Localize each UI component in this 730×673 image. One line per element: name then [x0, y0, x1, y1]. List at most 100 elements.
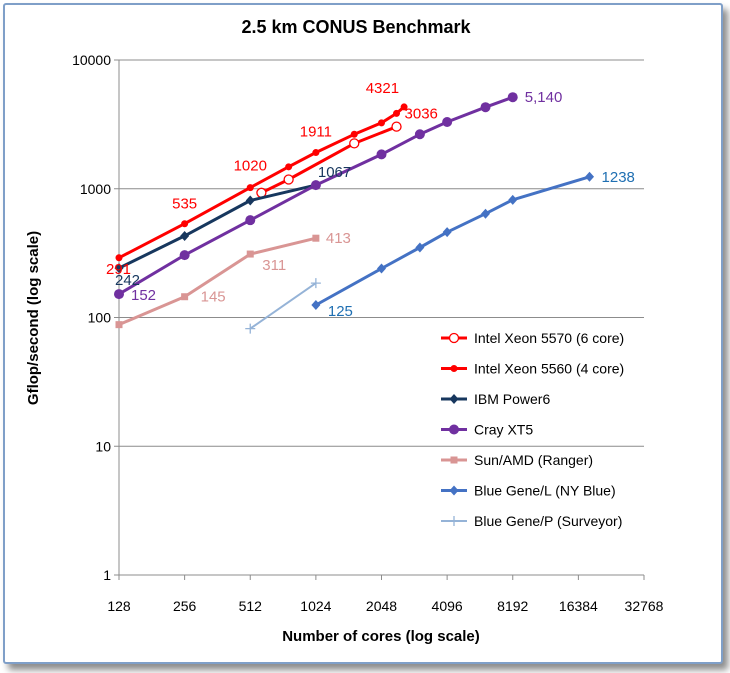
series-layer: [114, 92, 595, 334]
data-point-xeon5560: [246, 184, 254, 192]
data-point-power6: [245, 195, 255, 206]
y-tick-label: 10: [95, 438, 111, 454]
data-point-xeon5560: [312, 149, 320, 157]
legend-swatch-marker: [449, 424, 459, 435]
legend-item-xeon5560: Intel Xeon 5560 (4 core): [441, 361, 624, 377]
x-tick-label: 128: [107, 598, 131, 614]
data-label: 1238: [602, 169, 635, 186]
legend-swatch-marker: [449, 394, 459, 404]
legend: Intel Xeon 5570 (6 core) Intel Xeon 5560 …: [441, 330, 624, 529]
data-point-xeon5560: [350, 130, 358, 138]
legend-item-xeon5570: Intel Xeon 5570 (6 core): [441, 330, 624, 346]
data-point-xeon5560: [378, 119, 385, 127]
legend-item-ranger: Sun/AMD (Ranger): [441, 452, 593, 468]
y-tick-label: 1: [103, 567, 111, 583]
series-crayxt5: [114, 92, 518, 300]
data-point-power6: [114, 263, 124, 274]
gridlines: [119, 59, 644, 447]
x-tick-label: 256: [173, 598, 197, 614]
series-line-bgp: [249, 282, 317, 330]
data-label: 1020: [234, 158, 267, 175]
legend-label: Sun/AMD (Ranger): [474, 452, 593, 468]
series-line-power6: [118, 183, 317, 270]
data-label: 1067: [318, 164, 351, 181]
series-ranger: [115, 234, 320, 329]
legend-item-bgl: Blue Gene/L (NY Blue): [441, 483, 616, 499]
legend-item-power6: IBM Power6: [441, 391, 550, 407]
legend-item-crayxt5: Cray XT5: [441, 422, 533, 438]
series-bgl: [311, 171, 595, 311]
data-point-power6: [180, 230, 190, 241]
series-bgp: [245, 278, 321, 334]
data-point-bgp: [310, 278, 321, 289]
x-tick-label: 512: [239, 598, 263, 614]
legend-label: Intel Xeon 5560 (4 core): [474, 361, 624, 377]
y-tick-label: 100: [88, 310, 112, 326]
data-point-crayxt5: [414, 129, 425, 140]
data-point-ranger: [115, 321, 123, 329]
legend-swatch-marker: [448, 332, 460, 344]
legend-swatch-marker: [449, 485, 459, 496]
legend-label: Blue Gene/P (Surveyor): [474, 513, 622, 529]
data-point-bgl: [377, 263, 386, 274]
legend-label: IBM Power6: [474, 391, 550, 407]
series-line-ranger: [118, 236, 317, 326]
data-labels: 3036 291 535 1020 1911 4321 242 1067 152 5,140 145…: [106, 80, 635, 320]
legend-swatch-marker: [450, 365, 458, 372]
data-point-bgp: [245, 323, 256, 334]
y-tick-label: 10000: [72, 52, 111, 68]
data-point-bgl: [481, 208, 491, 219]
data-point-xeon5560: [115, 254, 123, 262]
data-point-xeon5560: [181, 220, 189, 228]
series-xeon5560: [115, 103, 408, 262]
legend-label: Blue Gene/L (NY Blue): [474, 483, 616, 499]
legend-label: Intel Xeon 5570 (6 core): [474, 330, 624, 346]
data-label: 291: [106, 261, 131, 278]
data-point-crayxt5: [376, 149, 387, 160]
data-point-xeon5560: [393, 109, 401, 117]
legend-swatch-marker: [449, 516, 459, 526]
data-point-xeon5560: [400, 103, 408, 111]
y-tick-label: 1000: [80, 181, 111, 197]
y-axis-title: Gflop/second (log scale): [25, 231, 42, 405]
series-line-xeon5560: [118, 105, 406, 260]
chart-frame: [3, 3, 723, 664]
data-label: 413: [326, 230, 351, 247]
x-tick-label: 4096: [432, 598, 463, 614]
data-point-xeon5560: [285, 163, 293, 171]
data-point-ranger: [181, 293, 189, 301]
data-point-xeon5570: [391, 121, 402, 132]
data-point-crayxt5: [442, 116, 453, 127]
data-point-bgl: [442, 227, 452, 238]
x-tick-label: 1024: [300, 598, 331, 614]
data-point-bgl: [415, 242, 425, 253]
x-tick-label: 32768: [625, 598, 664, 614]
data-point-bgl: [311, 300, 321, 311]
legend-label: Cray XT5: [474, 422, 533, 438]
data-point-bgl: [585, 171, 595, 182]
axes: 1 10 100 1000 10000 128 256 512 1024 2048 4096 8192…: [72, 52, 664, 614]
data-point-xeon5570: [283, 174, 294, 185]
x-tick-label: 16384: [559, 598, 598, 614]
data-label: 5,140: [525, 89, 563, 106]
series-power6: [114, 180, 321, 274]
x-tick-label: 8192: [497, 598, 528, 614]
data-label: 242: [115, 272, 140, 289]
legend-item-bgp: Blue Gene/P (Surveyor): [441, 513, 622, 529]
data-label: 145: [201, 289, 226, 306]
data-point-bgl: [508, 194, 518, 205]
data-label: 1911: [300, 124, 332, 141]
data-point-crayxt5: [245, 215, 256, 226]
x-tick-label: 2048: [366, 598, 397, 614]
data-label: 311: [262, 257, 286, 274]
data-point-ranger: [246, 250, 254, 258]
data-point-crayxt5: [507, 92, 518, 103]
series-line-xeon5570: [260, 125, 398, 195]
data-point-crayxt5: [114, 289, 124, 300]
data-label: 535: [172, 196, 197, 213]
data-label: 3036: [405, 106, 438, 123]
chart-title: 2.5 km CONUS Benchmark: [241, 17, 471, 37]
data-point-crayxt5: [480, 102, 491, 113]
data-label: 152: [131, 287, 156, 304]
